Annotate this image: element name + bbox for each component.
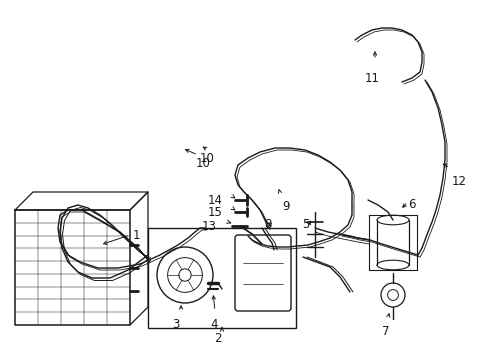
Text: 14: 14 (207, 194, 223, 207)
Text: 7: 7 (381, 325, 389, 338)
Text: 4: 4 (209, 318, 217, 331)
Text: 10: 10 (200, 152, 214, 165)
Text: 15: 15 (207, 206, 223, 219)
Text: 1: 1 (133, 229, 140, 242)
Text: 11: 11 (364, 72, 379, 85)
Text: 12: 12 (451, 175, 466, 188)
Text: 9: 9 (282, 200, 289, 213)
Text: 2: 2 (214, 332, 221, 345)
Text: 13: 13 (202, 220, 217, 233)
Text: 3: 3 (172, 318, 179, 331)
Text: 8: 8 (264, 218, 271, 231)
Text: 5: 5 (302, 218, 309, 231)
Text: 6: 6 (407, 198, 415, 211)
Text: 10: 10 (196, 157, 210, 170)
Bar (148, 228, 295, 328)
